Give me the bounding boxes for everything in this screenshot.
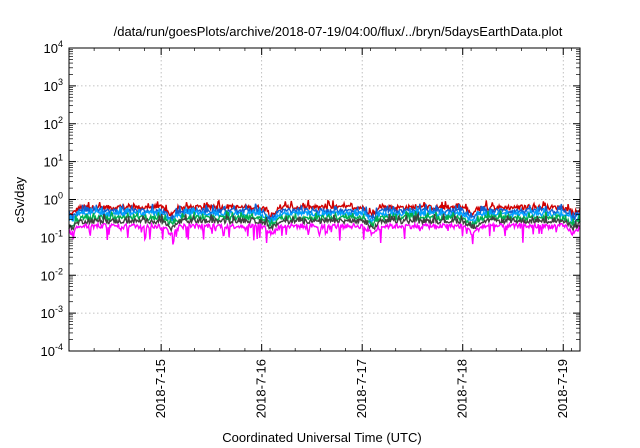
y-tick-label: 104 (44, 39, 63, 56)
y-tick-label: 10-1 (41, 228, 63, 245)
y-tick-label: 10-4 (41, 342, 63, 359)
y-tick-label: 101 (44, 153, 63, 170)
y-tick-label: 10-3 (41, 304, 63, 321)
y-tick-label: 10-2 (41, 266, 63, 283)
y-tick-label: 102 (44, 115, 63, 132)
x-tick-label: 2018-7-16 (254, 359, 269, 418)
x-axis: 2018-7-15 2018-7-16 2018-7-17 2018-7-18 2018… (68, 48, 572, 418)
y-tick-label: 100 (44, 191, 63, 208)
y-axis-title: cSv/day (12, 176, 27, 223)
series-line (68, 220, 581, 245)
x-tick-label: 2018-7-19 (555, 359, 570, 418)
series-line (68, 211, 581, 234)
chart-title: /data/run/goesPlots/archive/2018-07-19/0… (114, 24, 563, 39)
x-tick-label: 2018-7-15 (153, 359, 168, 418)
y-axis: 10-4 10-3 10-2 10-1 100 101 102 103 104 (41, 39, 580, 359)
y-tick-label: 103 (44, 77, 63, 94)
series-layer (68, 199, 581, 245)
series-line (68, 199, 581, 219)
x-axis-title: Coordinated Universal Time (UTC) (222, 430, 421, 445)
x-tick-label: 2018-7-18 (455, 359, 470, 418)
x-tick-label: 2018-7-17 (354, 359, 369, 418)
grid (69, 48, 580, 351)
